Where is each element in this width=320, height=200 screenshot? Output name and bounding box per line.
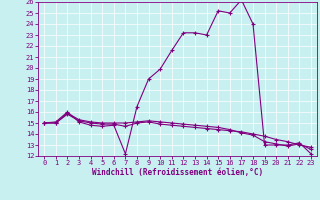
X-axis label: Windchill (Refroidissement éolien,°C): Windchill (Refroidissement éolien,°C) bbox=[92, 168, 263, 177]
